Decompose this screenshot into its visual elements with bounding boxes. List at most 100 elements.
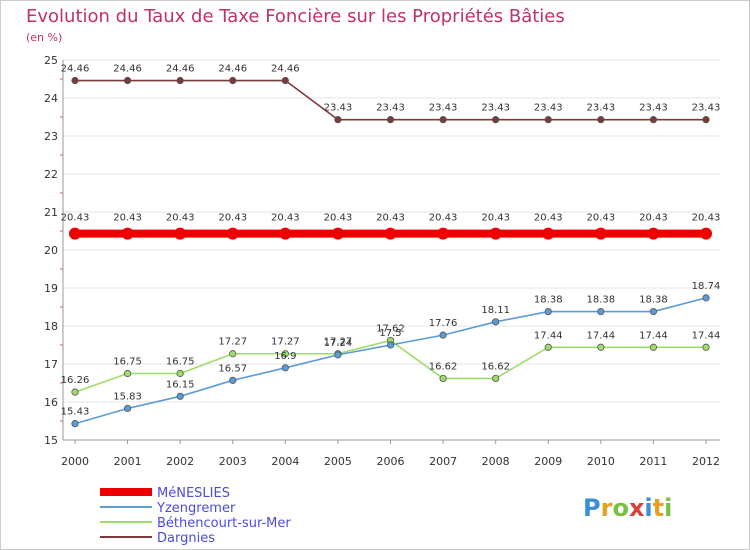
data-point: [176, 369, 184, 378]
data-point: [544, 307, 552, 316]
x-tick-label: 2004: [271, 455, 299, 468]
axes: 15 16 17 18 19 20 21 22 23 24 25 2000 2001 2002 2003 20…: [44, 54, 720, 468]
chart-title: Evolution du Taux de Taxe Foncière sur l…: [26, 6, 565, 27]
legend-label: Yzengremer: [156, 501, 236, 516]
data-point: [437, 227, 450, 240]
data-point: [123, 369, 132, 378]
data-label: 17.27: [218, 337, 247, 348]
data-label: 23.43: [324, 103, 353, 114]
logo-letter: i: [644, 494, 652, 522]
data-point: [71, 76, 79, 85]
data-point: [229, 76, 237, 85]
y-tick-label: 17: [44, 358, 58, 371]
data-label: 20.43: [271, 213, 300, 224]
x-tick-label: 2006: [377, 455, 405, 468]
data-point: [69, 227, 81, 240]
data-point: [647, 227, 660, 240]
y-tick-label: 19: [44, 282, 58, 295]
data-point: [439, 331, 447, 339]
data-label: 17.27: [324, 337, 353, 348]
data-point: [176, 392, 184, 400]
x-tick-label: 2001: [114, 455, 142, 468]
data-point: [702, 294, 710, 302]
data-label: 16.75: [113, 357, 142, 368]
data-point: [597, 116, 605, 124]
logo-letter: x: [629, 494, 645, 522]
data-point: [489, 227, 502, 240]
data-point: [279, 227, 292, 240]
data-point: [176, 76, 184, 85]
logo-letter: P: [583, 494, 601, 522]
data-label: 20.43: [61, 213, 90, 224]
data-point: [597, 307, 605, 316]
chart-subtitle: (en %): [26, 31, 62, 44]
x-tick-label: 2011: [639, 455, 667, 468]
data-label: 23.43: [692, 103, 721, 114]
data-point: [702, 343, 710, 351]
data-point: [702, 116, 710, 124]
data-point: [334, 116, 342, 124]
data-label: 18.11: [481, 305, 510, 316]
y-tick-label: 21: [44, 206, 58, 219]
data-point: [123, 404, 132, 413]
data-label: 17.44: [534, 330, 563, 341]
data-point: [331, 227, 344, 240]
legend-label: Dargnies: [157, 531, 215, 546]
series: 24.46 24.46 24.46 24.46 24.46 23.43 23.43 23.43…: [61, 64, 721, 428]
data-label: 24.46: [271, 64, 300, 75]
data-label: 16.62: [481, 361, 510, 372]
data-point: [597, 343, 605, 351]
data-point: [542, 227, 555, 240]
data-label: 18.74: [692, 281, 721, 292]
data-point: [281, 364, 289, 372]
data-label: 16.9: [274, 351, 296, 362]
data-point: [71, 420, 79, 428]
y-tick-label: 20: [44, 244, 58, 257]
data-point: [384, 227, 397, 240]
data-label: 23.43: [376, 103, 405, 114]
data-point: [386, 116, 395, 124]
data-label: 20.43: [534, 213, 563, 224]
legend-label: Béthencourt-sur-Mer: [157, 516, 291, 531]
data-label: 15.43: [61, 407, 90, 418]
x-tick-label: 2009: [534, 455, 562, 468]
data-label: 18.38: [639, 295, 668, 306]
data-point: [700, 227, 712, 240]
data-label: 18.38: [534, 295, 563, 306]
data-point: [121, 227, 134, 240]
data-point: [71, 388, 79, 396]
data-label: 24.46: [113, 64, 142, 75]
x-tick-label: 2003: [219, 455, 247, 468]
data-label: 16.75: [166, 357, 195, 368]
data-point: [229, 350, 237, 358]
data-point: [594, 227, 607, 240]
data-point: [281, 76, 289, 85]
data-point: [492, 318, 500, 326]
data-label: 24.46: [61, 64, 90, 75]
data-point: [123, 76, 132, 85]
data-point: [649, 307, 658, 316]
data-point: [174, 227, 187, 240]
legend-label: MéNESLIES: [157, 486, 230, 501]
data-label: 17.44: [639, 330, 668, 341]
data-label: 15.83: [113, 391, 142, 402]
data-label: 16.26: [61, 375, 90, 386]
y-tick-label: 25: [44, 54, 58, 67]
data-point: [226, 227, 239, 240]
data-point: [492, 116, 500, 124]
y-tick-label: 16: [44, 396, 58, 409]
data-label: 23.43: [639, 103, 668, 114]
data-label: 20.43: [113, 213, 142, 224]
logo-letter: t: [653, 494, 664, 522]
data-label: 24.46: [218, 64, 247, 75]
data-label: 23.43: [587, 103, 616, 114]
data-label: 18.38: [587, 295, 616, 306]
data-point: [544, 343, 552, 351]
logo-letter: r: [601, 494, 613, 522]
data-label: 17.44: [587, 330, 616, 341]
logo-text: Proxiti: [583, 494, 672, 522]
data-label: 17.76: [429, 318, 458, 329]
data-label: 17.24: [324, 338, 353, 349]
data-label: 17.5: [379, 328, 401, 339]
logo-letter: i: [664, 494, 672, 522]
